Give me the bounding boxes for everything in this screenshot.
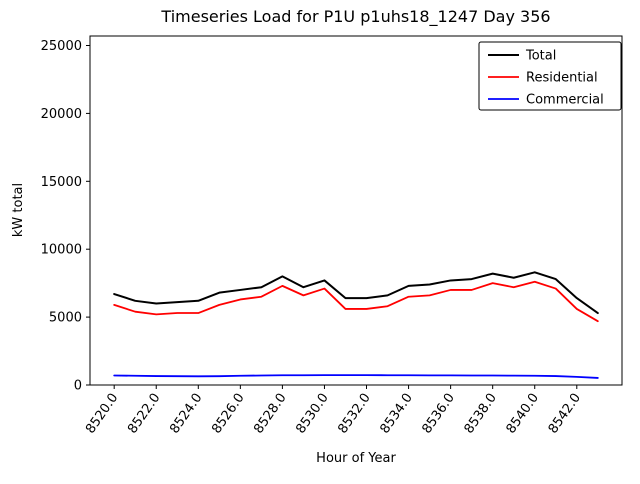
x-tick-label: 8526.0 <box>209 391 247 437</box>
x-tick-label: 8538.0 <box>462 391 500 437</box>
legend: Total Residential Commercial <box>478 41 622 111</box>
x-tick-label: 8540.0 <box>504 391 542 437</box>
x-tick-label: 8536.0 <box>420 391 458 437</box>
x-tick-label: 8542.0 <box>546 391 584 437</box>
series-line-residential <box>113 280 599 323</box>
x-tick-label: 8534.0 <box>377 391 415 437</box>
y-tick-label: 25000 <box>41 39 82 54</box>
x-tick-label: 8522.0 <box>125 391 163 437</box>
plot-border <box>89 35 623 386</box>
y-tick-label: 15000 <box>41 175 82 190</box>
y-tick-label: 10000 <box>41 243 82 258</box>
series-line-total <box>113 271 599 315</box>
x-tick-label: 8528.0 <box>251 391 289 437</box>
y-axis-label: kW total <box>11 183 26 237</box>
x-tick-label: 8520.0 <box>83 391 121 437</box>
x-axis-label: Hour of Year <box>316 451 396 466</box>
y-tick-label: 0 <box>74 379 82 394</box>
x-tick-label: 8524.0 <box>167 391 205 437</box>
legend-box <box>478 41 622 111</box>
y-tick-label: 5000 <box>49 311 82 326</box>
legend-label-total: Total <box>525 49 556 64</box>
series-line-commercial <box>113 374 599 379</box>
legend-label-residential: Residential <box>526 71 598 86</box>
x-tick-label: 8530.0 <box>293 391 331 437</box>
legend-label-commercial: Commercial <box>526 93 604 108</box>
y-tick-label: 20000 <box>41 107 82 122</box>
x-tick-label: 8532.0 <box>335 391 373 437</box>
chart-title: Timeseries Load for P1U p1uhs18_1247 Day… <box>160 7 550 27</box>
